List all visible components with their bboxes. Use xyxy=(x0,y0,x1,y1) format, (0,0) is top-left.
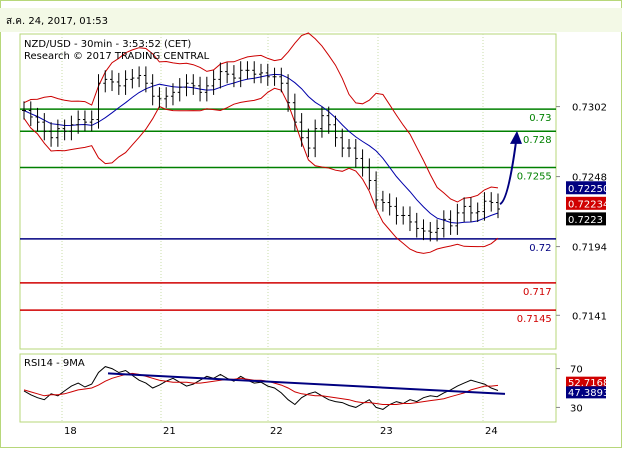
x-tick-label: 22 xyxy=(270,426,283,437)
x-tick-label: 23 xyxy=(380,426,393,437)
x-axis: 18 21 22 23 24 0.7302 0.7248 0.7194 0.7141 70 30 xyxy=(64,103,607,437)
y-tick-label: 0.7194 xyxy=(572,243,607,254)
x-tick-label: 21 xyxy=(163,426,176,437)
forecast-arrow-head xyxy=(510,130,522,144)
rsi-value-tag xyxy=(566,376,606,389)
level-label: 0.728 xyxy=(523,135,552,146)
rsi-trendline xyxy=(107,372,506,395)
level-label: 0.717 xyxy=(523,287,552,298)
level-label: 0.73 xyxy=(529,113,551,124)
forecast-arrow-line xyxy=(499,141,517,205)
y-tick-label: 0.7302 xyxy=(572,103,607,114)
rsi-value-tag-label: 52.7168 xyxy=(568,378,609,389)
level-label: 0.72 xyxy=(529,243,551,254)
chart-title: NZD/USD - 30min - 3:53:52 (CET) xyxy=(24,39,191,50)
candle-layer xyxy=(22,61,522,242)
level-label: 0.7255 xyxy=(517,172,552,183)
rsi-series-line xyxy=(23,372,499,405)
rsi-title: RSI14 - 9MA xyxy=(24,358,85,369)
rsi-value-tag-label: 47.3893 xyxy=(568,388,609,399)
rsi-y-tick-label: 70 xyxy=(570,365,583,376)
x-tick-label: 24 xyxy=(485,426,498,437)
price-tag xyxy=(566,181,606,195)
bollinger-upper xyxy=(23,32,499,203)
timestamp-label: ส.ค. 24, 2017, 01:53 xyxy=(6,16,108,27)
rsi-layer xyxy=(23,366,506,410)
price-tag-label: 0.72234 xyxy=(568,199,609,210)
y-tick-label: 0.7248 xyxy=(572,173,607,184)
rsi-y-tick-label: 30 xyxy=(570,403,583,414)
level-label: 0.7145 xyxy=(517,314,552,325)
bollinger-lower xyxy=(23,87,499,254)
header-bar xyxy=(0,8,622,32)
chart-subtitle: Research © 2017 TRADING CENTRAL xyxy=(24,51,210,62)
price-tag xyxy=(566,212,606,226)
x-tick-label: 18 xyxy=(64,426,77,437)
price-tag xyxy=(566,196,606,210)
price-tag-label: 0.72250 xyxy=(568,184,609,195)
y-tick-label: 0.7141 xyxy=(572,311,607,322)
rsi-value-tag xyxy=(566,386,606,399)
price-tag-label: 0.7223 xyxy=(568,215,603,226)
